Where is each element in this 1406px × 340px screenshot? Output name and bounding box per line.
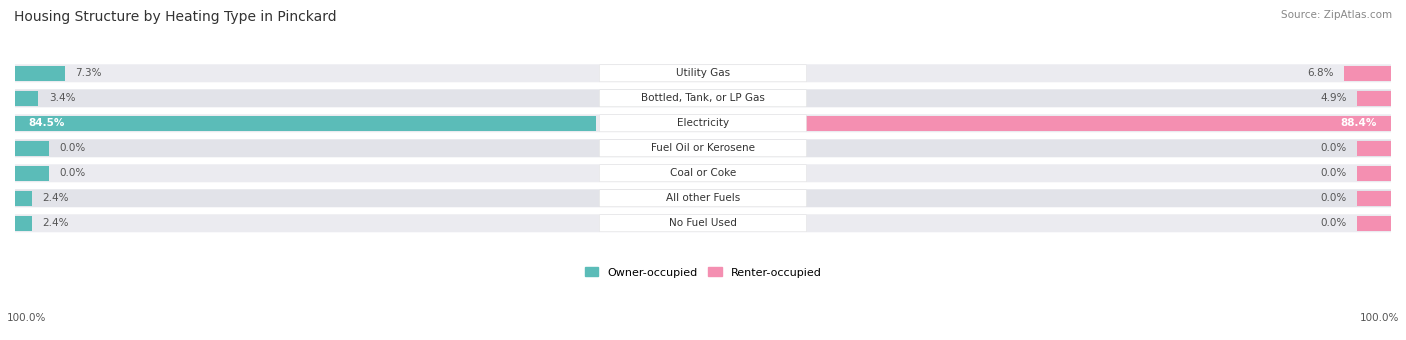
FancyBboxPatch shape (15, 139, 1391, 157)
Text: Coal or Coke: Coal or Coke (669, 168, 737, 178)
Bar (15, 66, 65, 81)
FancyBboxPatch shape (15, 114, 1391, 132)
FancyBboxPatch shape (599, 165, 807, 182)
FancyBboxPatch shape (599, 190, 807, 207)
Text: 2.4%: 2.4% (42, 218, 69, 228)
Text: All other Fuels: All other Fuels (666, 193, 740, 203)
Text: 0.0%: 0.0% (1320, 193, 1347, 203)
Text: 0.0%: 0.0% (1320, 168, 1347, 178)
Text: Utility Gas: Utility Gas (676, 68, 730, 78)
FancyBboxPatch shape (15, 164, 1391, 182)
FancyBboxPatch shape (15, 64, 1391, 82)
Bar (1357, 190, 1391, 206)
Text: 0.0%: 0.0% (59, 168, 86, 178)
Text: 2.4%: 2.4% (42, 193, 69, 203)
Bar (15, 116, 596, 131)
Text: Fuel Oil or Kerosene: Fuel Oil or Kerosene (651, 143, 755, 153)
Bar (1344, 66, 1391, 81)
Text: 100.0%: 100.0% (7, 313, 46, 323)
Text: Housing Structure by Heating Type in Pinckard: Housing Structure by Heating Type in Pin… (14, 10, 336, 24)
Bar (783, 116, 1391, 131)
Text: 100.0%: 100.0% (1360, 313, 1399, 323)
FancyBboxPatch shape (599, 115, 807, 132)
Text: 0.0%: 0.0% (59, 143, 86, 153)
Text: 84.5%: 84.5% (28, 118, 65, 128)
Text: Source: ZipAtlas.com: Source: ZipAtlas.com (1281, 10, 1392, 20)
FancyBboxPatch shape (599, 215, 807, 232)
Text: Bottled, Tank, or LP Gas: Bottled, Tank, or LP Gas (641, 93, 765, 103)
Bar (15, 140, 49, 156)
FancyBboxPatch shape (15, 189, 1391, 207)
FancyBboxPatch shape (599, 90, 807, 107)
Bar (15, 190, 31, 206)
Bar (1357, 140, 1391, 156)
Bar (1357, 90, 1391, 106)
Text: 0.0%: 0.0% (1320, 218, 1347, 228)
FancyBboxPatch shape (15, 214, 1391, 232)
Bar (15, 216, 31, 231)
Text: 6.8%: 6.8% (1308, 68, 1334, 78)
Bar (15, 90, 38, 106)
Text: 4.9%: 4.9% (1320, 93, 1347, 103)
Text: Electricity: Electricity (676, 118, 730, 128)
Legend: Owner-occupied, Renter-occupied: Owner-occupied, Renter-occupied (581, 263, 825, 282)
FancyBboxPatch shape (599, 65, 807, 82)
Bar (1357, 216, 1391, 231)
Bar (15, 166, 49, 181)
Text: 3.4%: 3.4% (49, 93, 75, 103)
Text: 0.0%: 0.0% (1320, 143, 1347, 153)
FancyBboxPatch shape (15, 89, 1391, 107)
Text: No Fuel Used: No Fuel Used (669, 218, 737, 228)
Text: 7.3%: 7.3% (76, 68, 103, 78)
Bar (1357, 166, 1391, 181)
FancyBboxPatch shape (599, 140, 807, 157)
Text: 88.4%: 88.4% (1341, 118, 1378, 128)
